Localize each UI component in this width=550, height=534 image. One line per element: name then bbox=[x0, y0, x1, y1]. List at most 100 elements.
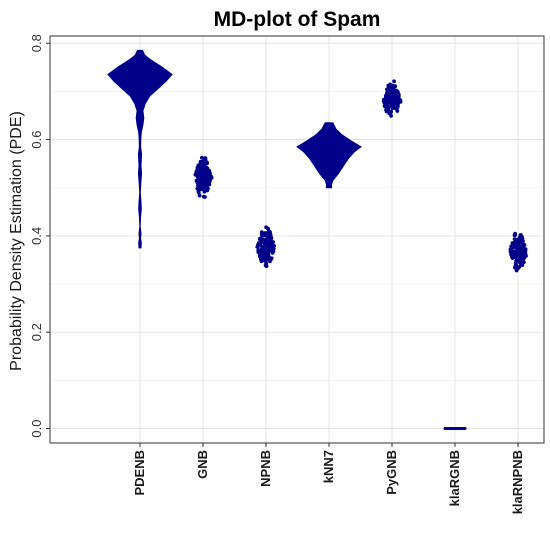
data-point bbox=[264, 256, 268, 261]
data-point bbox=[264, 225, 268, 230]
data-point bbox=[381, 99, 386, 103]
y-tick-label: 0.6 bbox=[29, 131, 44, 149]
data-point bbox=[260, 239, 264, 243]
data-point bbox=[387, 94, 392, 99]
data-point bbox=[198, 179, 202, 184]
data-point bbox=[394, 99, 398, 104]
data-point bbox=[392, 79, 396, 84]
data-point bbox=[196, 190, 201, 195]
y-tick-label: 0.0 bbox=[29, 420, 44, 438]
data-point bbox=[264, 234, 268, 238]
data-point bbox=[257, 253, 262, 258]
data-point bbox=[516, 266, 520, 271]
data-point bbox=[518, 250, 523, 254]
data-point bbox=[386, 86, 391, 91]
x-axis-ticks: PDENBGNBNPNBkNN7PyGNBklaRGNBklaRNPNBe107… bbox=[132, 443, 525, 514]
y-axis-label: Probability Density Estimation (PDE) bbox=[8, 111, 25, 371]
data-point bbox=[202, 163, 207, 168]
grid-lines bbox=[50, 36, 544, 443]
data-point bbox=[386, 83, 391, 88]
data-point bbox=[201, 174, 206, 179]
points-npnb bbox=[255, 225, 276, 269]
data-point bbox=[196, 176, 201, 181]
data-point bbox=[391, 103, 396, 107]
data-point bbox=[396, 104, 400, 109]
y-tick-label: 0.8 bbox=[29, 34, 44, 52]
data-point bbox=[270, 251, 275, 255]
data-point bbox=[517, 236, 522, 241]
data-point bbox=[518, 239, 522, 244]
data-point bbox=[511, 254, 516, 259]
data-point bbox=[203, 195, 207, 199]
data-point bbox=[259, 248, 264, 253]
y-tick-label: 0.2 bbox=[29, 323, 44, 341]
data-point bbox=[394, 91, 398, 95]
data-point bbox=[197, 186, 202, 191]
points-klarnpnb bbox=[508, 231, 528, 273]
data-point bbox=[200, 155, 204, 160]
data-point bbox=[205, 161, 210, 166]
data-point bbox=[200, 182, 204, 187]
data-point bbox=[398, 100, 403, 104]
data-point bbox=[207, 176, 211, 181]
data-point bbox=[199, 159, 204, 164]
data-point bbox=[267, 229, 271, 234]
data-point bbox=[511, 244, 516, 249]
data-point bbox=[194, 169, 199, 174]
points-gnb bbox=[193, 155, 214, 199]
data-point bbox=[203, 169, 208, 174]
data-point bbox=[260, 258, 265, 262]
y-axis-ticks: 0.0 0.2 0.4 0.6 0.8 bbox=[29, 34, 50, 438]
data-point bbox=[514, 254, 519, 259]
chart-marks bbox=[107, 49, 528, 431]
data-point bbox=[197, 165, 202, 170]
data-point bbox=[206, 182, 211, 187]
data-point bbox=[268, 259, 272, 264]
data-point bbox=[263, 263, 268, 268]
data-point bbox=[260, 234, 265, 238]
data-point bbox=[383, 93, 388, 98]
x-tick-label-knn7: kNN7 bbox=[321, 450, 336, 483]
data-point bbox=[197, 170, 202, 175]
data-point bbox=[256, 242, 260, 247]
data-point bbox=[394, 94, 398, 99]
data-point bbox=[521, 253, 526, 258]
data-point bbox=[385, 90, 389, 95]
data-point bbox=[517, 260, 522, 264]
x-tick-label-pygnb: PyGNB bbox=[384, 450, 399, 495]
data-point bbox=[396, 94, 401, 99]
data-point bbox=[265, 244, 270, 249]
data-point bbox=[384, 104, 389, 108]
x-tick-label-gnb: GNB bbox=[195, 450, 210, 479]
y-tick-label: 0.4 bbox=[29, 227, 44, 245]
data-point bbox=[391, 84, 396, 89]
data-point bbox=[518, 255, 523, 260]
data-point bbox=[263, 251, 268, 256]
data-point bbox=[513, 233, 517, 238]
data-point bbox=[515, 242, 519, 247]
violin-knn7 bbox=[296, 122, 362, 189]
data-point bbox=[521, 260, 526, 265]
x-tick-label-klargnb: klaRGNB bbox=[447, 450, 462, 506]
data-point bbox=[269, 241, 274, 246]
data-point bbox=[512, 237, 517, 242]
violin-pdenb bbox=[107, 49, 173, 249]
data-point bbox=[513, 264, 518, 268]
data-point bbox=[262, 242, 267, 246]
x-tick-label-pdenb: PDENB bbox=[132, 450, 147, 496]
data-point bbox=[384, 108, 388, 112]
data-point bbox=[269, 256, 274, 261]
data-point bbox=[208, 171, 213, 176]
x-tick-label-klarnpnb: klaRNPNB bbox=[510, 450, 525, 514]
data-point bbox=[522, 247, 527, 252]
points-pygnb bbox=[381, 79, 403, 118]
data-point bbox=[193, 172, 198, 177]
plot-panel-border bbox=[49, 35, 545, 444]
data-point bbox=[517, 246, 522, 251]
x-tick-label-npnb: NPNB bbox=[258, 450, 273, 487]
data-point bbox=[515, 250, 520, 255]
data-point bbox=[386, 100, 391, 105]
data-point bbox=[389, 114, 393, 118]
chart-title: MD-plot of Spam bbox=[214, 8, 381, 31]
